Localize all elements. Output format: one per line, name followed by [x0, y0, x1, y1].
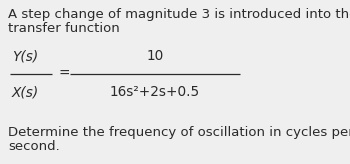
Text: Determine the frequency of oscillation in cycles per: Determine the frequency of oscillation i…: [8, 126, 350, 139]
Text: A step change of magnitude 3 is introduced into the: A step change of magnitude 3 is introduc…: [8, 8, 350, 21]
Text: 10: 10: [146, 49, 164, 63]
Text: X(s): X(s): [12, 85, 39, 99]
Text: second.: second.: [8, 140, 60, 153]
Text: Y(s): Y(s): [12, 49, 38, 63]
Text: =: =: [58, 67, 70, 81]
Text: transfer function: transfer function: [8, 22, 120, 35]
Text: 16s²+2s+0.5: 16s²+2s+0.5: [110, 85, 200, 99]
